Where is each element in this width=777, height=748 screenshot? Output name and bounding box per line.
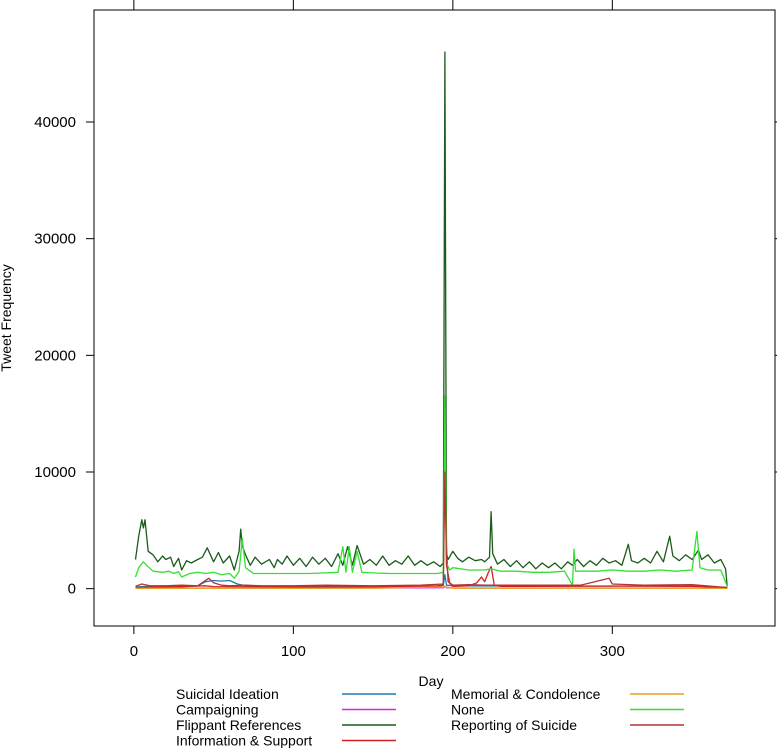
series-line-5 bbox=[134, 395, 728, 587]
x-tick-label: 100 bbox=[281, 643, 306, 660]
y-tick-label: 20000 bbox=[34, 347, 76, 364]
y-tick-label: 30000 bbox=[34, 231, 76, 248]
series-line-3 bbox=[135, 436, 728, 589]
legend-label: None bbox=[451, 702, 485, 718]
legend-label: Flippant References bbox=[176, 717, 301, 733]
y-axis-title: Tweet Frequency bbox=[0, 264, 14, 371]
legend-label: Reporting of Suicide bbox=[451, 717, 577, 733]
axis-tick-labels: 0 100 200 300 0 10000 20000 30000 40000 bbox=[34, 114, 625, 660]
x-tick-label: 300 bbox=[600, 643, 625, 660]
y-tick-label: 0 bbox=[68, 581, 76, 598]
y-tick-label: 10000 bbox=[34, 464, 76, 481]
legend-label: Information & Support bbox=[176, 733, 312, 748]
series-line-4 bbox=[135, 586, 728, 590]
y-tick-label: 40000 bbox=[34, 114, 76, 131]
plot-frame bbox=[93, 9, 776, 627]
axis-ticks bbox=[86, 0, 777, 634]
x-tick-label: 0 bbox=[130, 643, 138, 660]
x-axis-title: Day bbox=[419, 673, 444, 689]
series-line-6 bbox=[135, 471, 728, 589]
legend-label: Suicidal Ideation bbox=[176, 686, 279, 702]
legend-label: Memorial & Condolence bbox=[451, 686, 601, 702]
x-tick-label: 200 bbox=[440, 643, 465, 660]
series-lines bbox=[134, 51, 728, 590]
series-line-2 bbox=[134, 51, 728, 587]
legend-label: Campaigning bbox=[176, 702, 259, 718]
